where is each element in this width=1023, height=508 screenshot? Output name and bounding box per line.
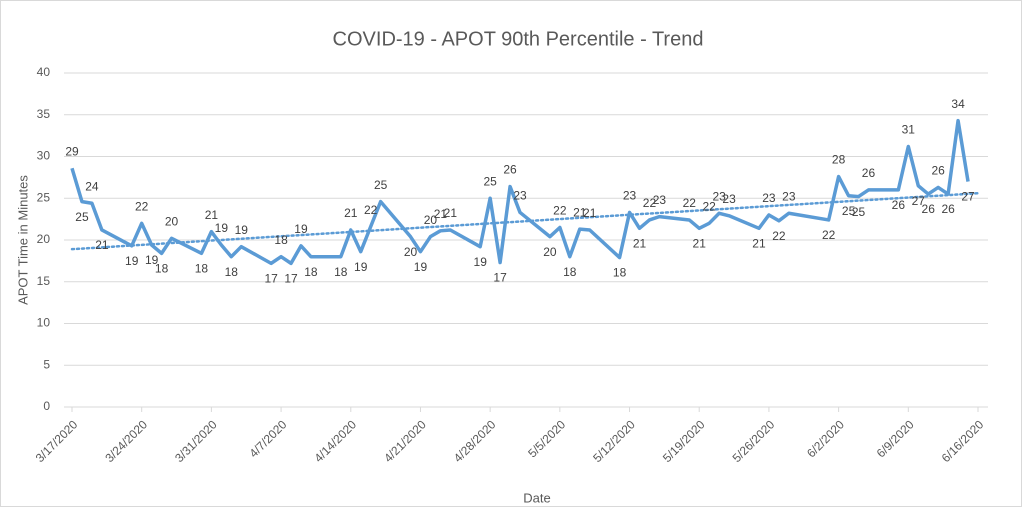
data-label: 22 — [703, 199, 717, 213]
y-tick-label: 5 — [43, 357, 50, 371]
data-label: 18 — [304, 265, 318, 279]
data-label: 31 — [902, 123, 916, 137]
data-label: 23 — [782, 189, 796, 203]
data-label: 24 — [85, 179, 99, 193]
data-label: 26 — [503, 163, 517, 177]
data-label: 19 — [414, 260, 428, 274]
trendline — [70, 191, 980, 251]
data-label: 18 — [195, 262, 209, 276]
chart-title: COVID-19 - APOT 90th Percentile - Trend — [333, 28, 704, 50]
data-label: 18 — [613, 266, 627, 280]
line — [70, 118, 970, 266]
data-label: 19 — [474, 255, 488, 269]
y-tick-label: 20 — [37, 232, 51, 246]
data-label: 21 — [444, 206, 458, 220]
data-label: 28 — [832, 153, 846, 167]
data-label: 29 — [65, 144, 79, 158]
data-label: 20 — [165, 215, 179, 229]
data-label: 23 — [653, 193, 667, 207]
data-label: 22 — [822, 228, 836, 242]
data-label: 18 — [225, 265, 239, 279]
data-label: 21 — [95, 238, 109, 252]
y-tick-label: 30 — [37, 149, 51, 163]
y-axis-label: APOT Time in Minutes — [15, 175, 30, 305]
data-label: 25 — [852, 205, 866, 219]
data-label: 19 — [235, 223, 249, 237]
data-label: 21 — [573, 205, 587, 219]
y-tick-label: 25 — [37, 190, 51, 204]
data-label: 27 — [961, 190, 975, 204]
data-label: 26 — [892, 198, 906, 212]
data-label: 18 — [563, 265, 577, 279]
data-label: 19 — [294, 222, 308, 236]
data-label: 17 — [264, 272, 278, 286]
data-label: 23 — [762, 191, 776, 205]
data-label: 25 — [374, 178, 388, 192]
data-label: 22 — [772, 229, 786, 243]
data-label: 21 — [434, 207, 448, 221]
data-label: 19 — [354, 260, 368, 274]
data-label: 19 — [145, 253, 159, 267]
y-tick-label: 15 — [37, 274, 51, 288]
data-label: 22 — [364, 203, 378, 217]
data-label: 21 — [344, 206, 358, 220]
data-label: 23 — [623, 189, 637, 203]
data-label: 22 — [553, 204, 567, 218]
data-label: 25 — [483, 174, 497, 188]
data-label: 19 — [215, 221, 229, 235]
data-label: 21 — [205, 208, 219, 222]
data-label: 22 — [683, 196, 697, 210]
y-tick-label: 35 — [37, 107, 51, 121]
data-label: 21 — [752, 236, 766, 250]
data-label: 21 — [633, 236, 647, 250]
data-label: 17 — [493, 271, 507, 285]
data-label: 23 — [513, 189, 527, 203]
y-tick-label: 40 — [37, 65, 51, 79]
y-tick-label: 0 — [43, 399, 50, 413]
data-label: 19 — [125, 254, 139, 268]
data-label: 18 — [334, 265, 348, 279]
data-label: 22 — [643, 196, 657, 210]
data-label: 21 — [583, 206, 597, 220]
data-label: 27 — [912, 194, 926, 208]
data-label: 20 — [543, 245, 557, 259]
data-label: 18 — [274, 233, 288, 247]
data-label: 23 — [712, 189, 726, 203]
data-label: 25 — [842, 204, 856, 218]
data-label: 25 — [75, 210, 89, 224]
data-label: 26 — [931, 164, 945, 178]
data-label: 26 — [862, 166, 876, 180]
data-label: 26 — [941, 202, 955, 216]
data-label: 17 — [284, 272, 298, 286]
x-axis-label: Date — [523, 490, 550, 505]
data-label: 34 — [951, 97, 965, 111]
data-label: 20 — [404, 245, 418, 259]
data-label: 20 — [424, 213, 438, 227]
y-tick-label: 10 — [37, 316, 51, 330]
data-label: 22 — [135, 199, 149, 213]
data-label: 18 — [155, 262, 169, 276]
data-label: 23 — [722, 192, 736, 206]
data-label: 21 — [693, 236, 707, 250]
data-label: 26 — [922, 202, 936, 216]
